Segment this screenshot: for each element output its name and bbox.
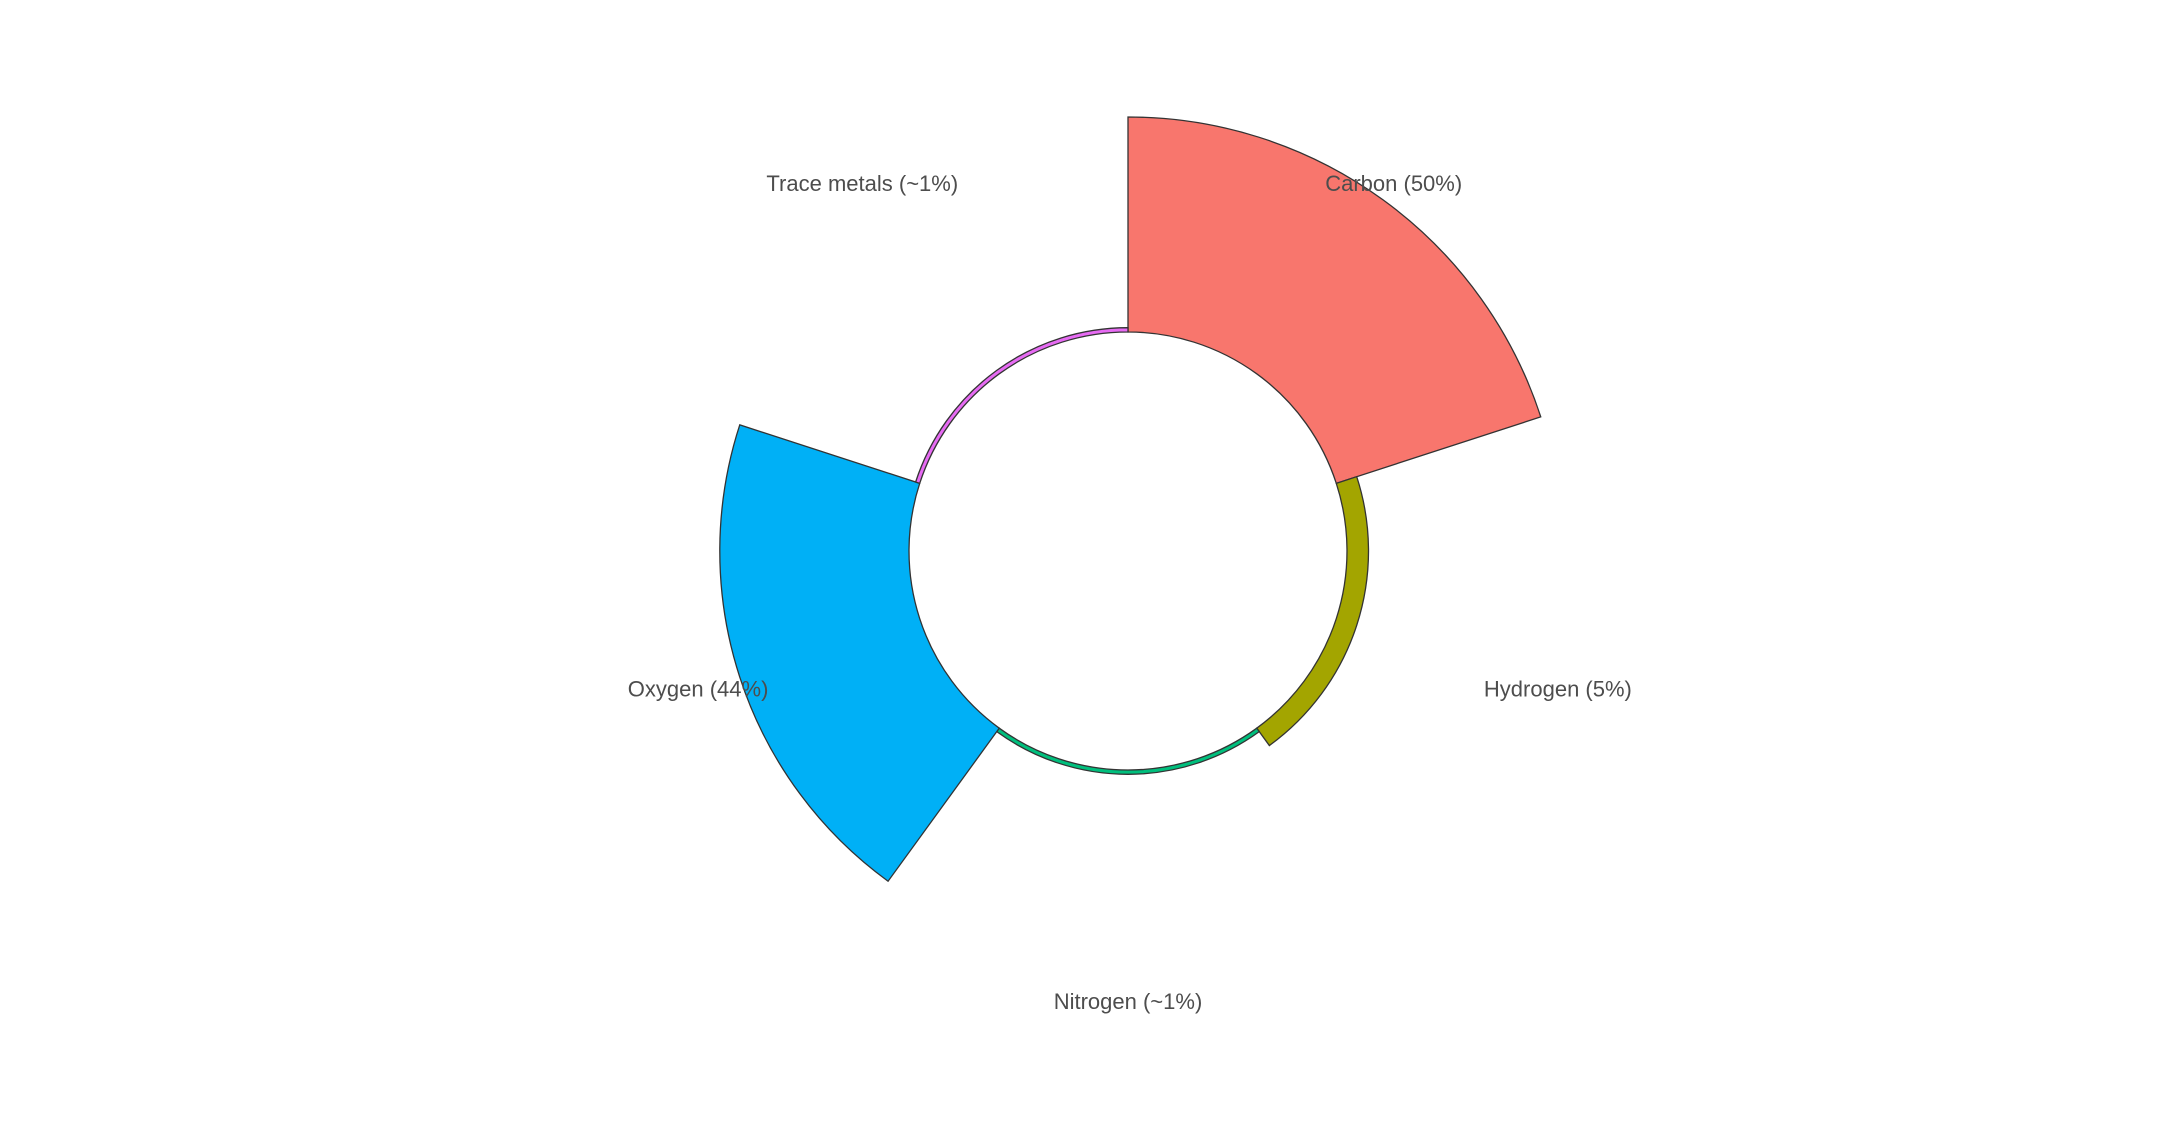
bar-segments [719,116,1542,883]
bar-segment-hydrogen [1255,475,1370,747]
bar-segment-trace-metals [914,327,1129,485]
category-labels: Carbon (50%) Hydrogen (5%) Nitrogen (~1%) O… [628,171,1632,1014]
category-label-carbon: Carbon (50%) [1325,171,1462,196]
category-label-oxygen: Oxygen (44%) [628,677,769,702]
bar-segment-nitrogen [995,727,1261,775]
category-label-nitrogen: Nitrogen (~1%) [1054,989,1203,1014]
bar-segment-carbon [1127,116,1542,485]
category-label-trace-metals: Trace metals (~1%) [766,171,958,196]
category-label-hydrogen: Hydrogen (5%) [1484,677,1632,702]
bar-segment-oxygen [719,424,1001,883]
